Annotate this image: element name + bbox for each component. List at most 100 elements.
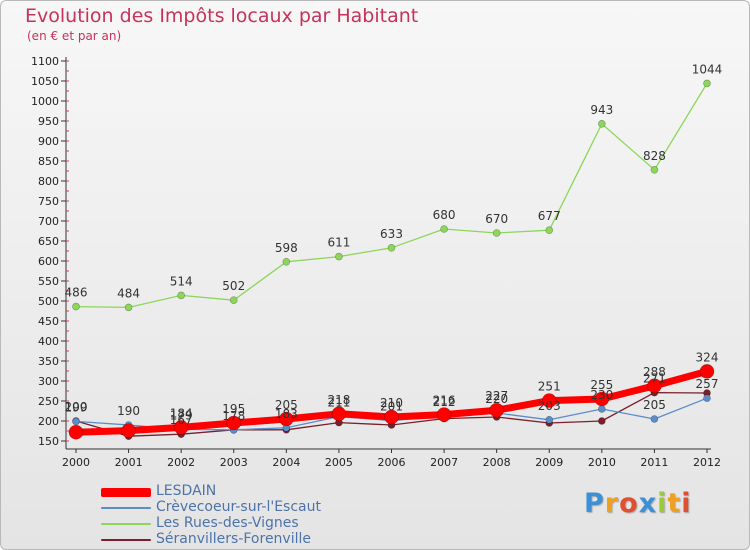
data-point-les-rues-des-vignes bbox=[650, 166, 659, 174]
data-label-les-rues-des-vignes: 677 bbox=[538, 209, 561, 223]
data-point-les-rues-des-vignes bbox=[387, 244, 396, 252]
data-point-crevecoeur-sur-l-escaut bbox=[703, 394, 711, 403]
x-tick-label: 2010 bbox=[588, 456, 616, 469]
data-point-les-rues-des-vignes bbox=[177, 291, 185, 300]
logo-letter: o bbox=[619, 488, 639, 519]
x-tick-label: 2007 bbox=[430, 456, 458, 469]
y-tick-label: 1000 bbox=[31, 95, 59, 108]
legend-item-crevecoeur-sur-l-escaut: Crèvecoeur-sur-l'Escaut bbox=[101, 499, 361, 516]
data-label-les-rues-des-vignes: 502 bbox=[222, 279, 245, 293]
y-tick-label: 800 bbox=[38, 175, 59, 188]
data-label-crevecoeur-sur-l-escaut: 220 bbox=[485, 392, 508, 406]
data-point-lesdain bbox=[331, 406, 347, 422]
data-point-les-rues-des-vignes bbox=[124, 303, 133, 312]
y-tick-label: 350 bbox=[38, 355, 59, 368]
y-tick-label: 550 bbox=[38, 275, 59, 288]
x-tick-label: 2011 bbox=[640, 456, 668, 469]
data-point-crevecoeur-sur-l-escaut bbox=[72, 417, 80, 426]
data-point-lesdain bbox=[541, 393, 557, 408]
data-label-lesdain: 227 bbox=[485, 389, 508, 403]
data-label-lesdain: 205 bbox=[275, 398, 298, 412]
data-point-lesdain bbox=[489, 402, 504, 418]
data-label-lesdain: 216 bbox=[433, 394, 456, 408]
y-tick-label: 850 bbox=[38, 155, 59, 168]
x-tick-label: 2004 bbox=[272, 456, 300, 469]
data-label-seranvillers-forenville: 271 bbox=[643, 372, 666, 386]
x-tick-label: 2003 bbox=[220, 456, 248, 469]
x-tick-label: 2005 bbox=[325, 456, 353, 469]
x-tick-label: 2008 bbox=[483, 456, 511, 469]
data-label-lesdain: 195 bbox=[222, 402, 245, 416]
data-point-crevecoeur-sur-l-escaut bbox=[545, 415, 554, 424]
data-label-lesdain: 210 bbox=[380, 396, 403, 410]
data-point-lesdain bbox=[173, 420, 189, 435]
y-tick-label: 450 bbox=[38, 315, 59, 328]
data-point-les-rues-des-vignes bbox=[545, 226, 554, 234]
data-label-lesdain: 324 bbox=[696, 350, 719, 364]
data-label-crevecoeur-sur-l-escaut: 257 bbox=[696, 377, 719, 391]
chart-title: Evolution des Impôts locaux par Habitant bbox=[25, 5, 419, 27]
y-tick-label: 600 bbox=[38, 255, 59, 268]
data-label-crevecoeur-sur-l-escaut: 178 bbox=[222, 409, 245, 423]
data-point-les-rues-des-vignes bbox=[335, 252, 343, 261]
data-point-lesdain bbox=[594, 391, 610, 407]
data-label-crevecoeur-sur-l-escaut: 203 bbox=[538, 399, 561, 413]
x-tick-label: 2012 bbox=[693, 456, 721, 469]
data-label-les-rues-des-vignes: 670 bbox=[485, 212, 508, 226]
data-label-lesdain: 255 bbox=[590, 378, 613, 392]
data-label-lesdain: 288 bbox=[643, 365, 666, 379]
logo-letter: P bbox=[584, 488, 605, 519]
data-label-les-rues-des-vignes: 633 bbox=[380, 227, 403, 241]
x-tick-label: 2006 bbox=[378, 456, 406, 469]
legend-swatch bbox=[101, 507, 151, 509]
data-label-crevecoeur-sur-l-escaut: 201 bbox=[380, 400, 403, 414]
legend-label: Les Rues-des-Vignes bbox=[156, 515, 299, 531]
data-point-lesdain bbox=[647, 378, 662, 394]
data-label-les-rues-des-vignes: 598 bbox=[275, 241, 298, 255]
data-label-les-rues-des-vignes: 680 bbox=[433, 208, 456, 222]
data-label-les-rues-des-vignes: 1044 bbox=[692, 62, 723, 76]
logo-letter: t bbox=[667, 488, 682, 519]
y-tick-label: 150 bbox=[38, 435, 59, 448]
data-point-lesdain bbox=[279, 411, 294, 427]
y-tick-label: 1050 bbox=[31, 75, 59, 88]
legend: LESDAIN Crèvecoeur-sur-l'Escaut Les Rues-d… bbox=[101, 483, 361, 548]
legend-swatch bbox=[101, 523, 151, 525]
data-point-les-rues-des-vignes bbox=[282, 257, 291, 266]
legend-swatch bbox=[101, 539, 151, 541]
data-label-lesdain: 218 bbox=[327, 393, 350, 407]
y-tick-label: 200 bbox=[38, 415, 59, 428]
logo-letter: x bbox=[638, 488, 658, 519]
legend-swatch bbox=[101, 488, 151, 497]
data-point-lesdain bbox=[121, 423, 136, 438]
data-label-les-rues-des-vignes: 484 bbox=[117, 286, 140, 300]
data-point-lesdain bbox=[384, 409, 399, 425]
legend-label: Crèvecoeur-sur-l'Escaut bbox=[156, 499, 321, 515]
data-label-crevecoeur-sur-l-escaut: 211 bbox=[327, 396, 350, 410]
x-tick-label: 2000 bbox=[62, 456, 90, 469]
data-label-crevecoeur-sur-l-escaut: 199 bbox=[65, 400, 88, 414]
proxiti-logo: Proxiti bbox=[584, 488, 692, 519]
x-tick-label: 2009 bbox=[535, 456, 563, 469]
y-tick-label: 500 bbox=[38, 295, 59, 308]
data-label-les-rues-des-vignes: 828 bbox=[643, 149, 666, 163]
data-label-crevecoeur-sur-l-escaut: 230 bbox=[590, 388, 613, 402]
data-label-seranvillers-forenville: 200 bbox=[65, 400, 88, 414]
y-tick-label: 250 bbox=[38, 395, 59, 408]
legend-label: Séranvillers-Forenville bbox=[156, 531, 311, 547]
data-point-les-rues-des-vignes bbox=[598, 120, 606, 128]
logo-letter: i bbox=[681, 488, 692, 519]
data-point-seranvillers-forenville bbox=[598, 417, 606, 425]
data-point-lesdain bbox=[226, 415, 242, 431]
y-tick-label: 1100 bbox=[31, 55, 59, 68]
data-label-seranvillers-forenville: 167 bbox=[170, 413, 193, 427]
y-tick-label: 950 bbox=[38, 115, 59, 128]
data-label-crevecoeur-sur-l-escaut: 212 bbox=[433, 395, 456, 409]
data-label-les-rues-des-vignes: 611 bbox=[327, 236, 350, 250]
data-point-lesdain bbox=[699, 364, 715, 379]
y-tick-label: 400 bbox=[38, 335, 59, 348]
y-tick-label: 650 bbox=[38, 235, 59, 248]
logo-letter: i bbox=[657, 488, 668, 519]
data-point-les-rues-des-vignes bbox=[440, 225, 448, 233]
